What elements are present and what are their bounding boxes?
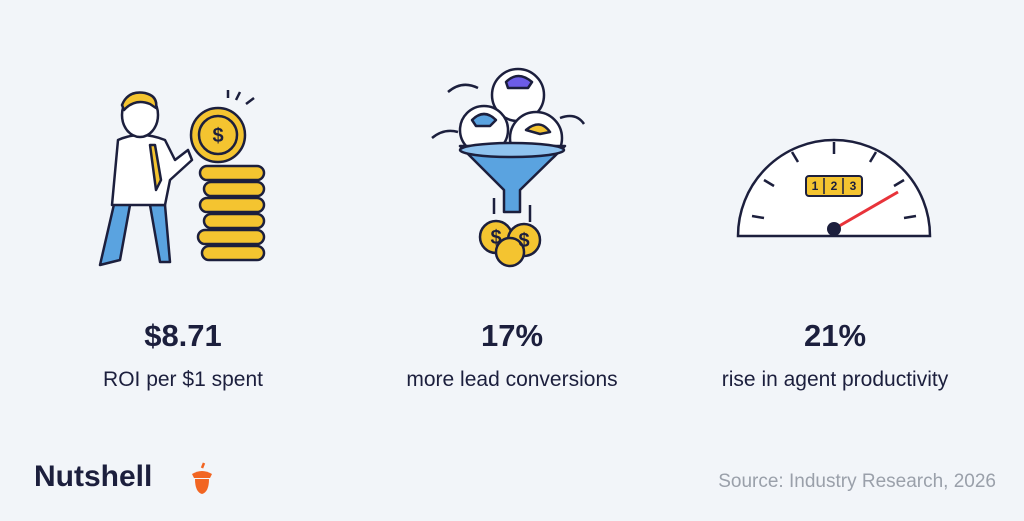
gauge-digit: 3 [850, 179, 857, 193]
stat-value: 21% [804, 318, 866, 353]
stat-label: more lead conversions [406, 368, 617, 391]
gauge-digit: 1 [812, 179, 819, 193]
stat-value: 17% [481, 318, 543, 353]
funnel-illustration [431, 67, 586, 268]
stat-value: $8.71 [144, 318, 222, 353]
roi-illustration [98, 90, 266, 267]
gauge-digit: 2 [831, 179, 838, 193]
gauge-illustration [736, 138, 932, 238]
stat-label: rise in agent productivity [722, 368, 949, 391]
acorn-icon [192, 462, 212, 494]
brand-logo: Nutshell [34, 460, 152, 493]
stat-label: ROI per $1 spent [103, 368, 263, 391]
coin-symbol: $ [490, 227, 501, 249]
coin-symbol: $ [212, 125, 223, 147]
source-note: Source: Industry Research, 2026 [718, 471, 996, 492]
coin-symbol: $ [518, 230, 529, 252]
